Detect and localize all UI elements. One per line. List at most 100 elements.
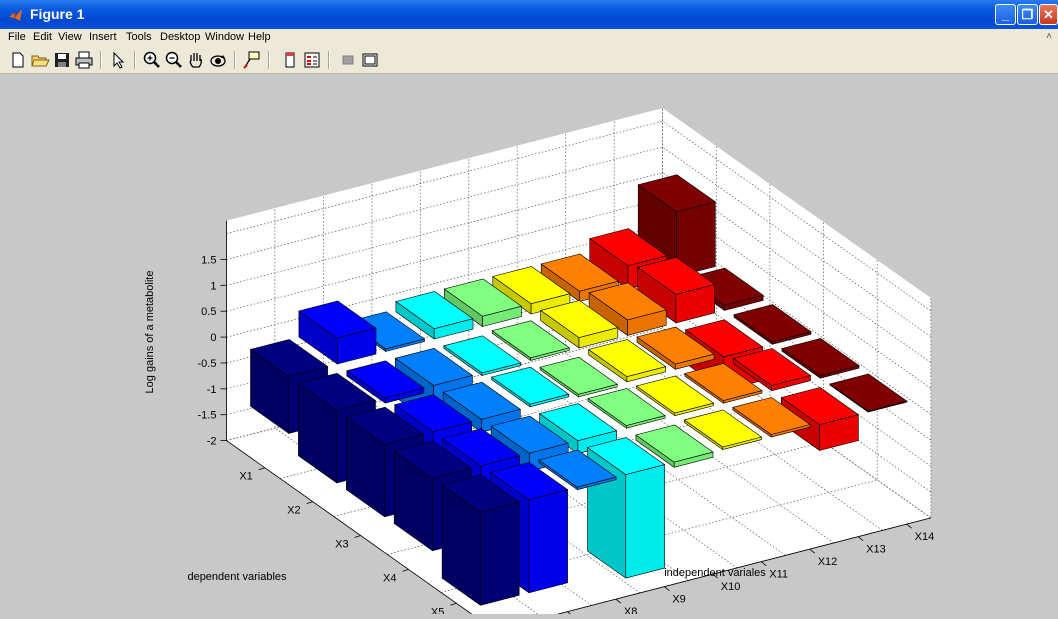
y-axis-label: independent variales <box>664 567 766 579</box>
bar-X1-X11 <box>492 266 571 315</box>
window-title: Figure 1 <box>30 6 85 22</box>
bar-X2-X11 <box>539 300 619 349</box>
menu-file[interactable]: File <box>8 31 26 43</box>
colorbar-icon[interactable] <box>280 50 300 70</box>
print-icon[interactable] <box>74 50 94 70</box>
rotate-3d-icon[interactable] <box>208 50 228 70</box>
bar-X5-X8 <box>538 449 617 491</box>
chart-ticks: 1.510.50-0.5-1-1.5-2X1X2X3X4X5X6X7X8X9X1… <box>198 254 935 619</box>
chart-bars <box>249 174 908 606</box>
y-gridline <box>565 133 835 544</box>
bar-X3-X12 <box>636 326 715 370</box>
matlab-logo-icon <box>9 9 22 21</box>
z-tick-label: -1 <box>207 384 217 396</box>
figure-toolbar <box>0 47 1058 74</box>
z-gridline <box>226 172 932 363</box>
bar-X5-X9 <box>586 437 666 579</box>
toolbar-separator <box>268 51 270 69</box>
y-tick <box>906 523 912 529</box>
z-axis-label: Log gains of a metabolite <box>144 271 156 394</box>
z-gridline <box>226 146 932 338</box>
bar-X4-X10 <box>587 388 666 429</box>
y-gridline <box>613 120 883 531</box>
x-tick-label: X5 <box>431 606 444 614</box>
x-tick <box>450 602 457 606</box>
y-tick-label: X10 <box>721 581 741 593</box>
bar-X2-X12 <box>588 282 667 336</box>
y-gridline <box>662 108 932 519</box>
zoom-out-icon[interactable] <box>164 50 184 70</box>
x-tick-label: X4 <box>383 572 396 584</box>
toolbar-separator <box>100 51 102 69</box>
y-tick <box>664 586 670 591</box>
z-gridline <box>226 198 932 389</box>
x-tick <box>306 501 313 504</box>
y-tick <box>615 598 622 604</box>
bar-X1-X14 <box>637 174 717 278</box>
y-tick <box>712 573 719 579</box>
bar-X2-X13 <box>636 256 716 324</box>
restore-button[interactable]: ❐ <box>1017 4 1038 25</box>
x-axis-label: dependent variables <box>187 571 287 583</box>
menu-tools[interactable]: Tools <box>126 31 152 43</box>
z-gridline <box>226 250 932 441</box>
save-icon[interactable] <box>52 50 72 70</box>
zoom-in-icon[interactable] <box>142 50 162 70</box>
bar3d-chart[interactable]: 1.510.50-0.5-1-1.5-2X1X2X3X4X5X6X7X8X9X1… <box>0 74 1058 619</box>
data-cursor-icon[interactable] <box>242 50 262 70</box>
minimize-button[interactable]: _ <box>995 4 1016 25</box>
z-tick-label: -1.5 <box>198 410 217 422</box>
y-tick-label: X11 <box>769 569 788 581</box>
legend-icon[interactable] <box>302 50 322 70</box>
side-wall <box>662 108 931 518</box>
y-tick <box>760 561 767 566</box>
z-gridline <box>226 224 932 415</box>
edit-plot-icon[interactable] <box>108 50 128 70</box>
menu-help[interactable]: Help <box>248 31 271 43</box>
open-file-icon[interactable] <box>30 50 50 70</box>
figure-area: 1.510.50-0.5-1-1.5-2X1X2X3X4X5X6X7X8X9X1… <box>0 74 1058 619</box>
show-plot-tools-icon[interactable] <box>360 50 380 70</box>
toolbar-separator <box>328 51 330 69</box>
x-tick <box>354 535 361 538</box>
z-tick-label: 1 <box>210 280 216 292</box>
bar-X3-X11 <box>587 339 667 383</box>
z-gridline <box>226 120 932 312</box>
x-tick <box>258 467 265 471</box>
axis-lines <box>226 220 931 619</box>
new-figure-icon[interactable] <box>8 50 28 70</box>
bar-X5-X14 <box>829 373 908 413</box>
bar-X1-X9 <box>395 291 474 340</box>
x-tick <box>402 569 409 572</box>
bar-X1-X7 <box>298 300 377 365</box>
bar-X5-X11 <box>683 409 763 451</box>
bar-X2-X7 <box>346 360 425 404</box>
pan-icon[interactable] <box>186 50 206 70</box>
bar-X5-X6 <box>441 474 520 606</box>
menu-view[interactable]: View <box>58 31 82 43</box>
y-tick-label: X8 <box>624 606 637 614</box>
z-tick-label: 0 <box>210 332 216 344</box>
bar-X5-X10 <box>635 424 714 468</box>
menu-edit[interactable]: Edit <box>33 31 52 43</box>
y-tick-label: X12 <box>818 556 838 568</box>
bar-X3-X9 <box>490 366 570 408</box>
y-gridline <box>516 145 786 556</box>
close-button[interactable]: ✕ <box>1039 4 1058 25</box>
bar-X2-X10 <box>491 320 571 361</box>
y-tick <box>857 536 864 541</box>
menu-insert[interactable]: Insert <box>89 31 117 43</box>
bar-X4-X14 <box>781 338 860 379</box>
menu-window[interactable]: Window <box>205 31 245 43</box>
bar-X1-X10 <box>443 278 523 328</box>
toolbar-separator <box>234 51 236 69</box>
window-titlebar: Figure 1 _ ❐ ✕ <box>0 0 1058 29</box>
bar-X5-X12 <box>732 397 811 438</box>
x-tick-label: X3 <box>335 539 348 551</box>
y-tick-label: X13 <box>866 544 886 556</box>
hide-plot-tools-icon[interactable] <box>338 50 358 70</box>
y-tick-label: X14 <box>915 531 935 543</box>
z-tick-label: 1.5 <box>201 254 216 266</box>
menu-desktop[interactable]: Desktop <box>160 31 201 43</box>
bar-X4-X11 <box>635 375 715 417</box>
